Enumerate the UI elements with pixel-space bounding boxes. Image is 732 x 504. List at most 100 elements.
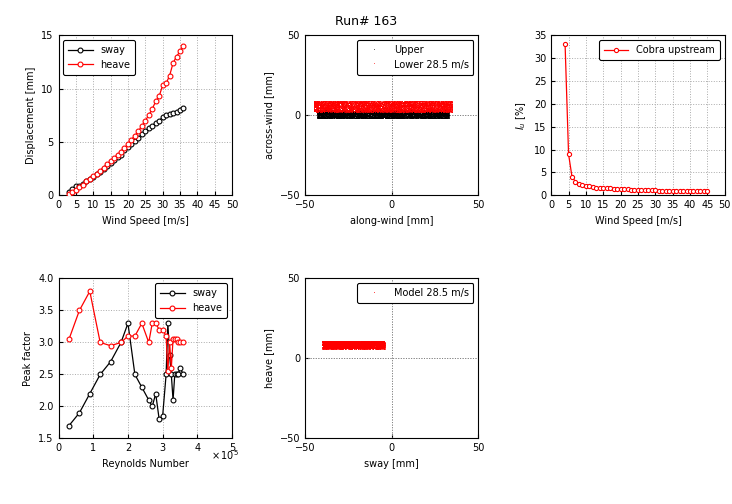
Cobra upstream (672, 187, 681, 194)
Cobra upstream (606, 185, 615, 192)
heave (141, 117, 149, 123)
Cobra upstream (602, 185, 611, 192)
heave (86, 288, 94, 294)
heave (127, 137, 136, 143)
sway (110, 157, 119, 163)
Lower 28.5 m/s (331, 99, 340, 105)
heave (130, 133, 139, 139)
heave (162, 80, 171, 86)
Cobra upstream (640, 187, 649, 193)
Line: Lower 28.5 m/s: Lower 28.5 m/s (313, 101, 453, 113)
sway (134, 135, 143, 141)
Cobra upstream (575, 181, 583, 187)
heave (96, 340, 105, 346)
Upper (414, 109, 423, 115)
Cobra upstream (567, 174, 576, 180)
Cobra upstream (703, 188, 712, 194)
Line: heave: heave (67, 43, 186, 197)
sway (138, 132, 146, 138)
Model 28.5 m/s (355, 341, 364, 347)
Upper (392, 112, 401, 118)
X-axis label: sway [mm]: sway [mm] (365, 459, 419, 469)
Legend: Upper, Lower 28.5 m/s: Upper, Lower 28.5 m/s (356, 40, 474, 75)
sway (176, 365, 184, 371)
Y-axis label: $I_u$ [%]: $I_u$ [%] (515, 101, 529, 130)
sway (127, 141, 136, 147)
Cobra upstream (682, 187, 691, 194)
Text: Run# 163: Run# 163 (335, 15, 397, 28)
sway (78, 180, 87, 186)
heave (120, 145, 129, 151)
heave (72, 187, 81, 193)
sway (106, 160, 115, 166)
heave (163, 368, 172, 374)
heave (165, 73, 174, 79)
heave (75, 307, 83, 313)
heave (134, 128, 143, 134)
heave (64, 191, 73, 197)
sway (162, 112, 171, 118)
sway (144, 397, 153, 403)
sway (130, 138, 139, 144)
Lower 28.5 m/s (351, 105, 360, 111)
Lower 28.5 m/s (447, 110, 456, 116)
sway (162, 371, 171, 377)
sway (116, 152, 125, 158)
heave (138, 320, 146, 326)
X-axis label: Wind Speed [m/s]: Wind Speed [m/s] (102, 216, 189, 226)
sway (64, 189, 73, 195)
heave (68, 189, 77, 195)
sway (158, 114, 167, 120)
Upper (345, 115, 354, 121)
heave (116, 340, 125, 346)
heave (110, 155, 119, 161)
Cobra upstream (696, 188, 705, 194)
Upper (389, 108, 398, 114)
Lower 28.5 m/s (386, 102, 395, 108)
Model 28.5 m/s (326, 339, 335, 345)
sway (124, 144, 132, 150)
sway (75, 410, 83, 416)
Cobra upstream (647, 187, 656, 193)
sway (176, 107, 184, 113)
Upper (417, 116, 426, 122)
sway (64, 423, 73, 429)
heave (116, 149, 125, 155)
Line: Model 28.5 m/s: Model 28.5 m/s (321, 341, 385, 350)
Cobra upstream (564, 151, 573, 157)
Model 28.5 m/s (333, 344, 342, 350)
Cobra upstream (686, 187, 695, 194)
Cobra upstream (620, 186, 629, 193)
heave (113, 152, 122, 158)
sway (179, 371, 188, 377)
sway (89, 174, 97, 180)
Cobra upstream (665, 187, 673, 194)
sway (72, 182, 81, 188)
Cobra upstream (634, 187, 643, 193)
Text: $\times\,10^5$: $\times\,10^5$ (212, 448, 239, 462)
sway (171, 371, 179, 377)
sway (144, 125, 153, 131)
sway (168, 397, 177, 403)
sway (86, 176, 94, 182)
Cobra upstream (651, 187, 660, 193)
Y-axis label: heave [mm]: heave [mm] (264, 329, 274, 389)
Upper (384, 111, 393, 117)
Cobra upstream (627, 187, 635, 193)
sway (163, 320, 172, 326)
heave (106, 343, 115, 349)
Cobra upstream (613, 186, 621, 192)
sway (148, 404, 157, 410)
heave (152, 320, 160, 326)
sway (120, 148, 129, 154)
heave (158, 82, 167, 88)
Model 28.5 m/s (322, 342, 331, 348)
heave (176, 48, 184, 54)
Cobra upstream (668, 187, 677, 194)
sway (172, 109, 181, 115)
sway (152, 391, 160, 397)
Line: heave: heave (67, 289, 186, 373)
heave (82, 178, 91, 184)
Cobra upstream (689, 187, 698, 194)
Model 28.5 m/s (373, 345, 382, 351)
